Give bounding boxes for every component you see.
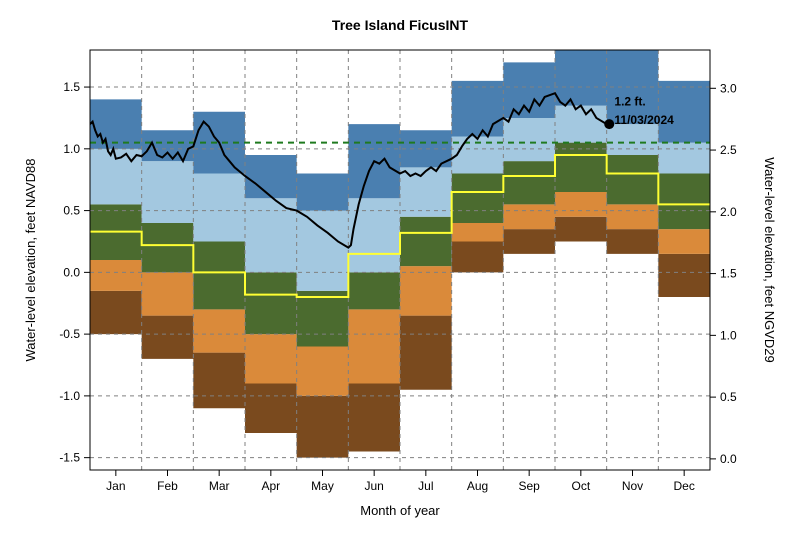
hydrograph-chart: 1.2 ft. 11/03/2024 -1.5 -1.0 -0.5 0.0 0.5 1.0 1.… — [0, 0, 800, 533]
x-tick: Sep — [518, 479, 540, 493]
x-tick: Mar — [209, 479, 230, 493]
x-axis-label: Month of year — [360, 503, 440, 518]
y-right-tick: 0.5 — [720, 390, 737, 404]
current-date-label: 11/03/2024 — [614, 113, 674, 127]
chart-svg: 1.2 ft. 11/03/2024 -1.5 -1.0 -0.5 0.0 0.5 1.0 1.… — [0, 0, 800, 533]
y-right-tick: 2.0 — [720, 205, 737, 219]
y-right-tick: 1.5 — [720, 267, 737, 281]
y-right-tick: 3.0 — [720, 81, 737, 95]
y-left-tick: -1.0 — [59, 389, 80, 403]
x-tick: Dec — [673, 479, 694, 493]
y-right-tick: 0.0 — [720, 452, 737, 466]
y-left-axis-label: Water-level elevation, feet NAVD88 — [23, 158, 38, 361]
chart-title: Tree Island FicusINT — [332, 17, 469, 33]
x-tick: Aug — [467, 479, 488, 493]
y-right-tick: 1.0 — [720, 328, 737, 342]
y-left-tick: 0.5 — [63, 204, 80, 218]
x-tick: May — [311, 479, 334, 493]
y-left-tick: -1.5 — [59, 451, 80, 465]
y-left-tick: 1.0 — [63, 142, 80, 156]
x-tick: Jul — [418, 479, 433, 493]
y-right-tick: 2.5 — [720, 143, 737, 157]
y-left-tick: -0.5 — [59, 327, 80, 341]
y-right-axis-label: Water-level elevation, feet NGVD29 — [762, 157, 777, 362]
y-left-tick: 0.0 — [63, 265, 80, 279]
x-tick: Feb — [157, 479, 178, 493]
x-tick: Jan — [106, 479, 125, 493]
current-marker — [604, 119, 614, 129]
x-tick: Apr — [261, 479, 280, 493]
x-tick: Nov — [622, 479, 643, 493]
current-value-label: 1.2 ft. — [614, 95, 645, 109]
x-tick: Oct — [571, 479, 590, 493]
y-left-tick: 1.5 — [63, 80, 80, 94]
x-tick: Jun — [364, 479, 383, 493]
